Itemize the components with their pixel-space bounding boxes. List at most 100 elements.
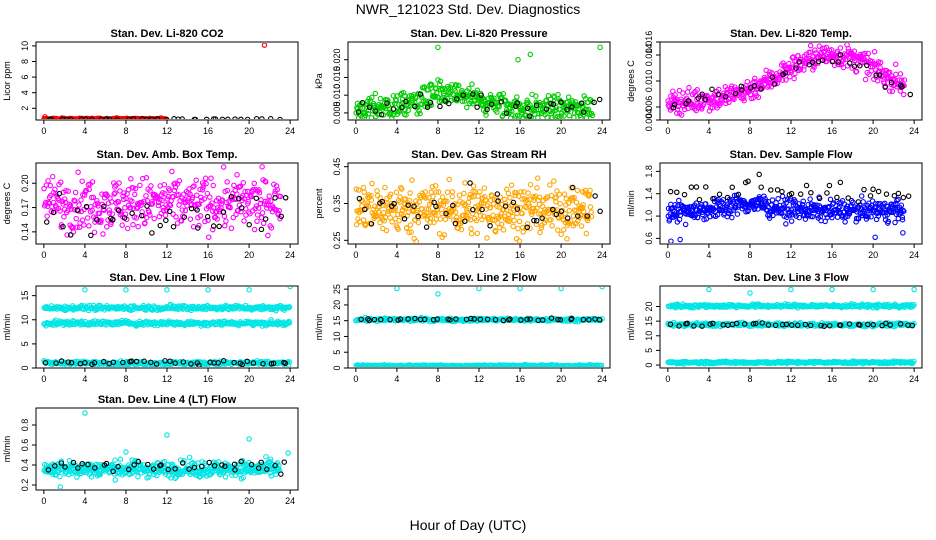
data-point (740, 95, 747, 101)
data-point (196, 362, 202, 367)
data-point (745, 178, 751, 185)
data-point (484, 316, 491, 323)
data-point (147, 212, 153, 218)
data-point (79, 217, 86, 223)
data-point (738, 83, 745, 89)
data-point (231, 359, 237, 366)
data-point (186, 186, 192, 192)
y-tick-label: 8 (20, 59, 30, 64)
y-tick-label: 5 (20, 341, 30, 346)
data-point (868, 68, 875, 74)
data-point (132, 191, 138, 198)
data-point (823, 44, 830, 51)
data-point (877, 59, 884, 66)
data-point (886, 88, 893, 94)
data-point (60, 223, 66, 230)
data-point (259, 116, 265, 119)
data-points (41, 287, 293, 367)
x-tick-label: 12 (474, 374, 484, 384)
data-point (581, 93, 587, 99)
data-point (816, 195, 823, 202)
data-point (128, 176, 134, 182)
x-tick-label: 4 (706, 126, 711, 136)
data-point (498, 221, 505, 228)
data-point (143, 116, 150, 119)
data-point (496, 103, 502, 110)
data-point (405, 107, 411, 114)
data-point (143, 214, 150, 221)
data-point (110, 116, 116, 119)
data-point (533, 93, 539, 99)
data-point (447, 317, 453, 323)
data-point (550, 101, 557, 108)
data-point (557, 317, 563, 323)
x-tick-label: 0 (353, 374, 358, 384)
data-point (412, 315, 418, 322)
data-point (94, 217, 100, 223)
data-point (195, 225, 201, 231)
data-point (277, 116, 283, 119)
chart-title: Stan. Dev. Line 3 Flow (733, 272, 849, 284)
x-tick-label: 20 (556, 126, 566, 136)
data-point (84, 215, 91, 221)
x-tick-label: 8 (435, 374, 440, 384)
data-point (262, 198, 268, 205)
data-point (104, 224, 110, 230)
data-point (682, 221, 689, 228)
chart-title: Stan. Dev. Gas Stream RH (411, 149, 547, 161)
data-point (74, 207, 81, 213)
data-point (792, 70, 798, 77)
data-point (674, 189, 680, 195)
data-point (129, 210, 135, 217)
data-point (155, 202, 162, 209)
data-point (50, 209, 57, 216)
data-point (566, 112, 573, 119)
data-point (45, 178, 51, 184)
data-point (539, 317, 546, 323)
data-point (766, 215, 773, 221)
data-point (538, 224, 545, 231)
data-point (768, 187, 774, 193)
data-point (78, 197, 84, 203)
data-point (91, 360, 98, 366)
data-point (235, 196, 242, 202)
data-point (395, 362, 401, 367)
data-point (474, 104, 480, 110)
data-point (187, 216, 194, 222)
data-point (235, 207, 241, 214)
data-point (865, 50, 872, 57)
data-point (468, 230, 475, 237)
data-point (63, 116, 70, 119)
data-point (552, 114, 558, 119)
data-point (433, 203, 439, 210)
data-point (557, 200, 563, 207)
data-point (905, 193, 912, 199)
data-point (210, 223, 217, 229)
data-point (686, 84, 692, 91)
data-point (555, 91, 561, 98)
data-point (758, 86, 764, 92)
data-point (464, 104, 470, 111)
data-point (253, 116, 260, 119)
data-point (469, 194, 475, 200)
data-point (76, 359, 82, 366)
data-point (851, 48, 858, 54)
data-point (583, 115, 590, 119)
data-point (872, 234, 878, 241)
data-point (365, 203, 372, 210)
data-point (487, 223, 493, 229)
data-point (514, 94, 520, 100)
data-point (564, 215, 571, 221)
x-tick-label: 0 (353, 126, 358, 136)
data-point (202, 175, 209, 182)
data-point (149, 200, 156, 207)
data-point (231, 182, 237, 189)
data-point (164, 287, 170, 293)
x-tick-label: 0 (665, 126, 670, 136)
data-point (779, 188, 785, 195)
data-point (225, 116, 231, 119)
data-point (558, 287, 564, 292)
data-point (468, 315, 474, 322)
